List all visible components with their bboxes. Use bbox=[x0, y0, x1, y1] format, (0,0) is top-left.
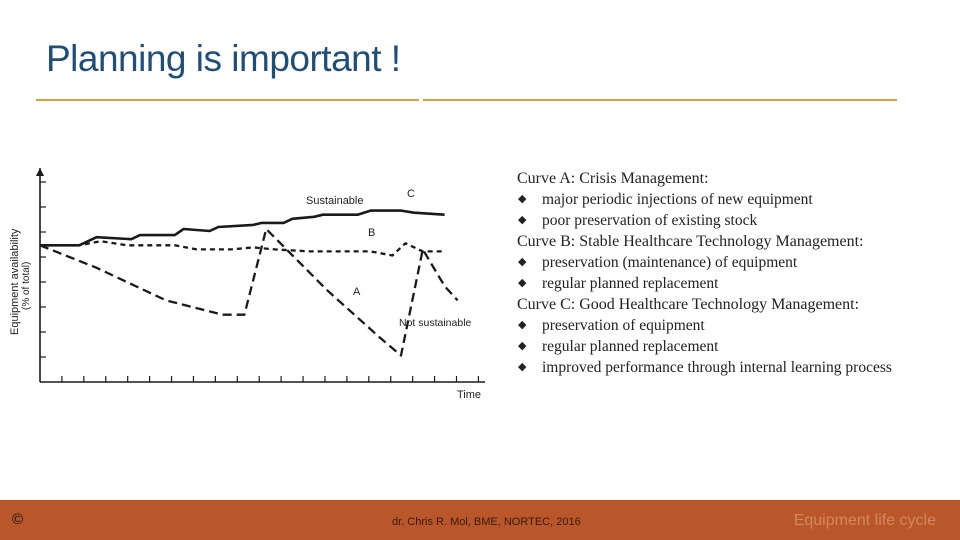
legend-item: poor preservation of existing stock bbox=[517, 210, 892, 231]
chart-axes bbox=[36, 168, 485, 383]
footer-credit: dr. Chris R. Mol, BME, NORTEC, 2016 bbox=[392, 516, 581, 528]
footer-bar: © dr. Chris R. Mol, BME, NORTEC, 2016 Eq… bbox=[0, 500, 960, 540]
x-axis-label: Time bbox=[457, 389, 481, 401]
legend-item: major periodic injections of new equipme… bbox=[517, 189, 892, 210]
curve-legend: Curve A: Crisis Management: major period… bbox=[517, 168, 892, 378]
label-curve-a: A bbox=[353, 286, 361, 298]
curve-a bbox=[39, 227, 459, 357]
legend-item: improved performance through internal le… bbox=[517, 357, 892, 378]
label-curve-c: C bbox=[407, 188, 415, 200]
label-curve-b: B bbox=[368, 227, 375, 239]
footer-topic: Equipment life cycle bbox=[793, 512, 936, 529]
curve-b bbox=[40, 240, 445, 257]
y-axis-arrow bbox=[36, 168, 44, 176]
label-sustainable: Sustainable bbox=[306, 195, 364, 207]
y-axis-sublabel: (% of total) bbox=[21, 262, 32, 310]
legend-header-b: Curve B: Stable Healthcare Technology Ma… bbox=[517, 233, 864, 250]
availability-chart: Sustainable C B A Not sustainable Time Equipme… bbox=[9, 168, 485, 401]
copyright-symbol: © bbox=[12, 511, 24, 528]
title-rule-left bbox=[36, 99, 419, 101]
legend-header-a: Curve A: Crisis Management: bbox=[517, 170, 709, 187]
legend-item: preservation of equipment bbox=[517, 315, 892, 336]
y-axis-label: Equipment availability bbox=[9, 228, 21, 335]
title-rule-right bbox=[423, 99, 897, 101]
page-title: Planning is important ! bbox=[46, 38, 401, 79]
label-not-sustainable: Not sustainable bbox=[399, 317, 472, 329]
legend-item: preservation (maintenance) of equipment bbox=[517, 252, 892, 273]
legend-header-c: Curve C: Good Healthcare Technology Mana… bbox=[517, 296, 860, 313]
chart-ticks bbox=[40, 181, 480, 382]
chart-series bbox=[39, 209, 459, 357]
curve-c bbox=[40, 209, 445, 247]
legend-item: regular planned replacement bbox=[517, 336, 892, 357]
chart-labels: Sustainable C B A Not sustainable Time Equipme… bbox=[9, 188, 481, 401]
legend-item: regular planned replacement bbox=[517, 273, 892, 294]
